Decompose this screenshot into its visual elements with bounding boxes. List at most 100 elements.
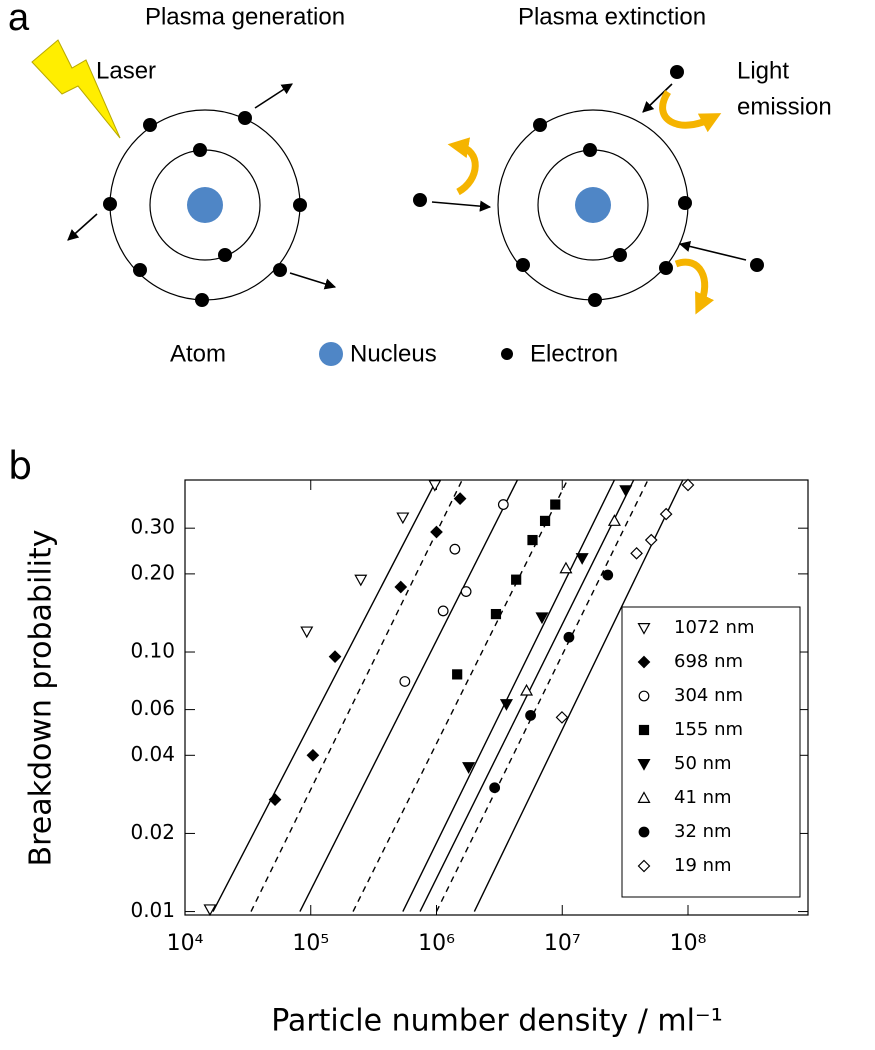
legend-electron [501,348,513,360]
point [575,553,589,565]
point [619,485,633,497]
point [394,580,408,594]
point [462,762,476,774]
legend-nucleus [319,342,343,366]
panel-title: Plasma extinction [518,3,706,30]
x-tick-label: 10⁶ [418,931,455,956]
point [535,612,549,625]
panel-label: a [8,0,30,39]
electrons [413,65,764,307]
legend-label: 304 nm [674,685,743,706]
y-tick-label: 0.06 [130,696,175,720]
point [630,546,643,560]
point [203,904,217,917]
point [354,574,368,587]
fit-line [212,480,438,912]
point [525,709,536,721]
emission-arrow [659,90,722,133]
point [396,512,410,525]
point [559,561,573,574]
point [300,626,314,639]
legend-label: 698 nm [674,651,743,672]
legend-marker [637,655,651,669]
point [659,507,673,521]
point [681,478,695,492]
fit-line [402,480,616,912]
legend-marker [637,758,651,771]
point [511,574,522,585]
legend-label: 41 nm [674,787,732,808]
panel-label: b [8,444,32,488]
x-axis-label: Particle number density / ml⁻¹ [271,1004,723,1039]
nucleus [187,187,223,223]
y-tick-label: 0.02 [130,820,175,844]
arrow [254,83,293,109]
legend-label: Atom [170,340,226,367]
legend-label: 155 nm [674,719,743,740]
point [520,683,534,696]
y-axis-label: Breakdown probability [24,529,59,866]
fit-line [419,480,635,912]
point [328,650,342,663]
point [437,605,449,617]
point [430,525,443,539]
fit-line [352,480,569,912]
atom-left [67,83,337,307]
legend-label: 1072 nm [674,617,754,638]
legend-box [621,606,801,898]
legend-label: 19 nm [674,855,732,876]
laser-bolt [31,39,121,139]
arrow [642,83,673,113]
emission-label: emission [737,93,832,120]
emission-arrow [447,137,479,196]
panel-title: Plasma generation [145,3,345,30]
atom-right [413,65,764,315]
arrow [431,200,492,212]
arrow [678,240,747,261]
point [399,676,411,687]
laser-label: Laser [96,57,156,84]
point [563,631,575,643]
legend-label: Electron [530,340,618,367]
y-tick-label: 0.04 [130,742,175,766]
legend-marker [637,791,651,804]
emission-arrow [674,258,715,315]
x-tick-label: 10⁷ [544,931,581,956]
point [490,608,502,620]
point [306,748,320,762]
x-tick-label: 10⁵ [292,931,329,956]
point [268,793,282,806]
panel-b: b Particle number density / ml⁻¹ Breakdo… [8,444,809,1039]
point [527,534,538,546]
point [602,569,614,581]
legend-marker [638,724,650,736]
nucleus [575,187,611,223]
point [499,699,513,711]
point [489,782,501,794]
x-tick-label: 10⁴ [167,931,204,956]
x-tick-label: 10⁸ [670,931,707,956]
point [428,480,442,492]
point [460,586,472,597]
electrons [103,111,307,307]
fit-line [299,480,519,912]
point [449,543,461,555]
arrow [67,213,98,241]
legend-label: 50 nm [674,753,732,774]
y-tick-label: 0.30 [130,515,175,539]
point [539,515,551,527]
point [607,514,621,526]
point [550,499,561,510]
legend-marker [637,859,651,873]
legend-marker [638,690,650,702]
legend-marker [637,622,651,635]
point [453,492,467,505]
y-tick-label: 0.01 [130,898,175,922]
emission-label: Light [737,57,789,84]
plot-frame [184,479,809,916]
legend-marker [638,826,650,838]
point [497,499,509,510]
arrow [289,272,337,290]
fit-line [435,480,649,912]
